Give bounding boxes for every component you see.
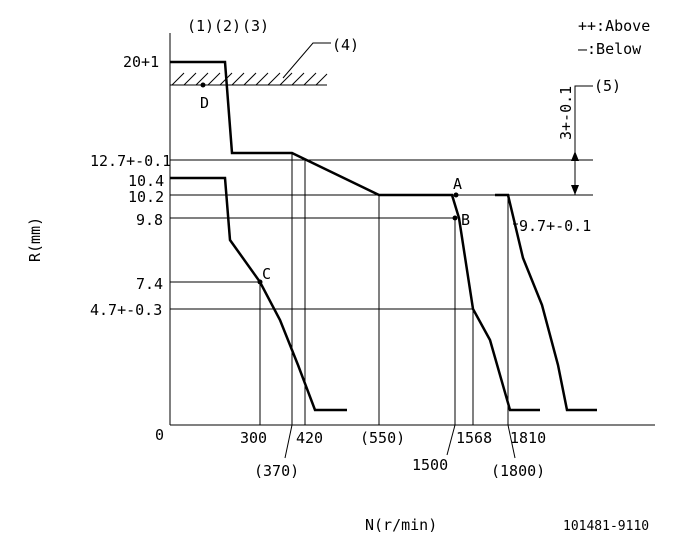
callout-2: (2)	[214, 17, 241, 35]
x-axis-title: N(r/min)	[365, 516, 437, 534]
callout-4-leader	[282, 42, 331, 79]
r-label-10-4: 10.4	[128, 172, 164, 190]
dim-5-arrow-bottom	[571, 185, 579, 195]
point-c-marker	[257, 279, 263, 285]
r-label-12-7: 12.7+-0.1	[90, 152, 171, 170]
legend-above: ++:Above	[578, 17, 650, 35]
n-label-370: (370)	[254, 462, 299, 480]
point-c-label: C	[262, 265, 271, 283]
callout-5: (5)	[594, 77, 621, 95]
n-label-1500: 1500	[412, 456, 448, 474]
callout-3: (3)	[242, 17, 269, 35]
n-label-1810: 1810	[510, 429, 546, 447]
callout-1: (1)	[187, 17, 214, 35]
r-label-zero: 0	[155, 426, 164, 444]
n-label-1800: (1800)	[491, 462, 545, 480]
leader-1500	[446, 424, 456, 456]
dim-5-leader	[574, 85, 593, 160]
dim-5-label: 3+-0.1	[557, 86, 575, 140]
r-label-9-8: 9.8	[136, 211, 163, 229]
stopper-hatching	[171, 72, 328, 86]
point-b-marker	[452, 215, 458, 221]
r-label-4-7: 4.7+-0.3	[90, 301, 162, 319]
n-label-1568: 1568	[456, 429, 492, 447]
n-label-550: (550)	[360, 429, 405, 447]
n-label-300: 300	[240, 429, 267, 447]
legend-below: —:Below	[578, 40, 642, 58]
point-a-label: A	[453, 175, 462, 193]
leader-1800	[507, 424, 516, 459]
r-label-20: 20+1	[123, 53, 159, 71]
point-d-marker	[200, 82, 206, 88]
r97-label: 9.7+-0.1	[519, 217, 591, 235]
curve-main	[170, 60, 540, 412]
point-d-label: D	[200, 94, 209, 112]
y-axis-title: R(mm)	[26, 217, 44, 262]
leader-370	[284, 424, 293, 459]
point-a-marker	[453, 192, 459, 198]
n-label-420: 420	[296, 429, 323, 447]
point-b-label: B	[461, 211, 470, 229]
r-label-10-2: 10.2	[128, 188, 164, 206]
r-label-7-4: 7.4	[136, 275, 163, 293]
dim-5-arrow-top	[571, 151, 579, 161]
curve-idle	[170, 176, 347, 412]
part-number: 101481-9110	[563, 519, 649, 534]
curve-high	[495, 193, 597, 412]
callout-4: (4)	[332, 36, 359, 54]
